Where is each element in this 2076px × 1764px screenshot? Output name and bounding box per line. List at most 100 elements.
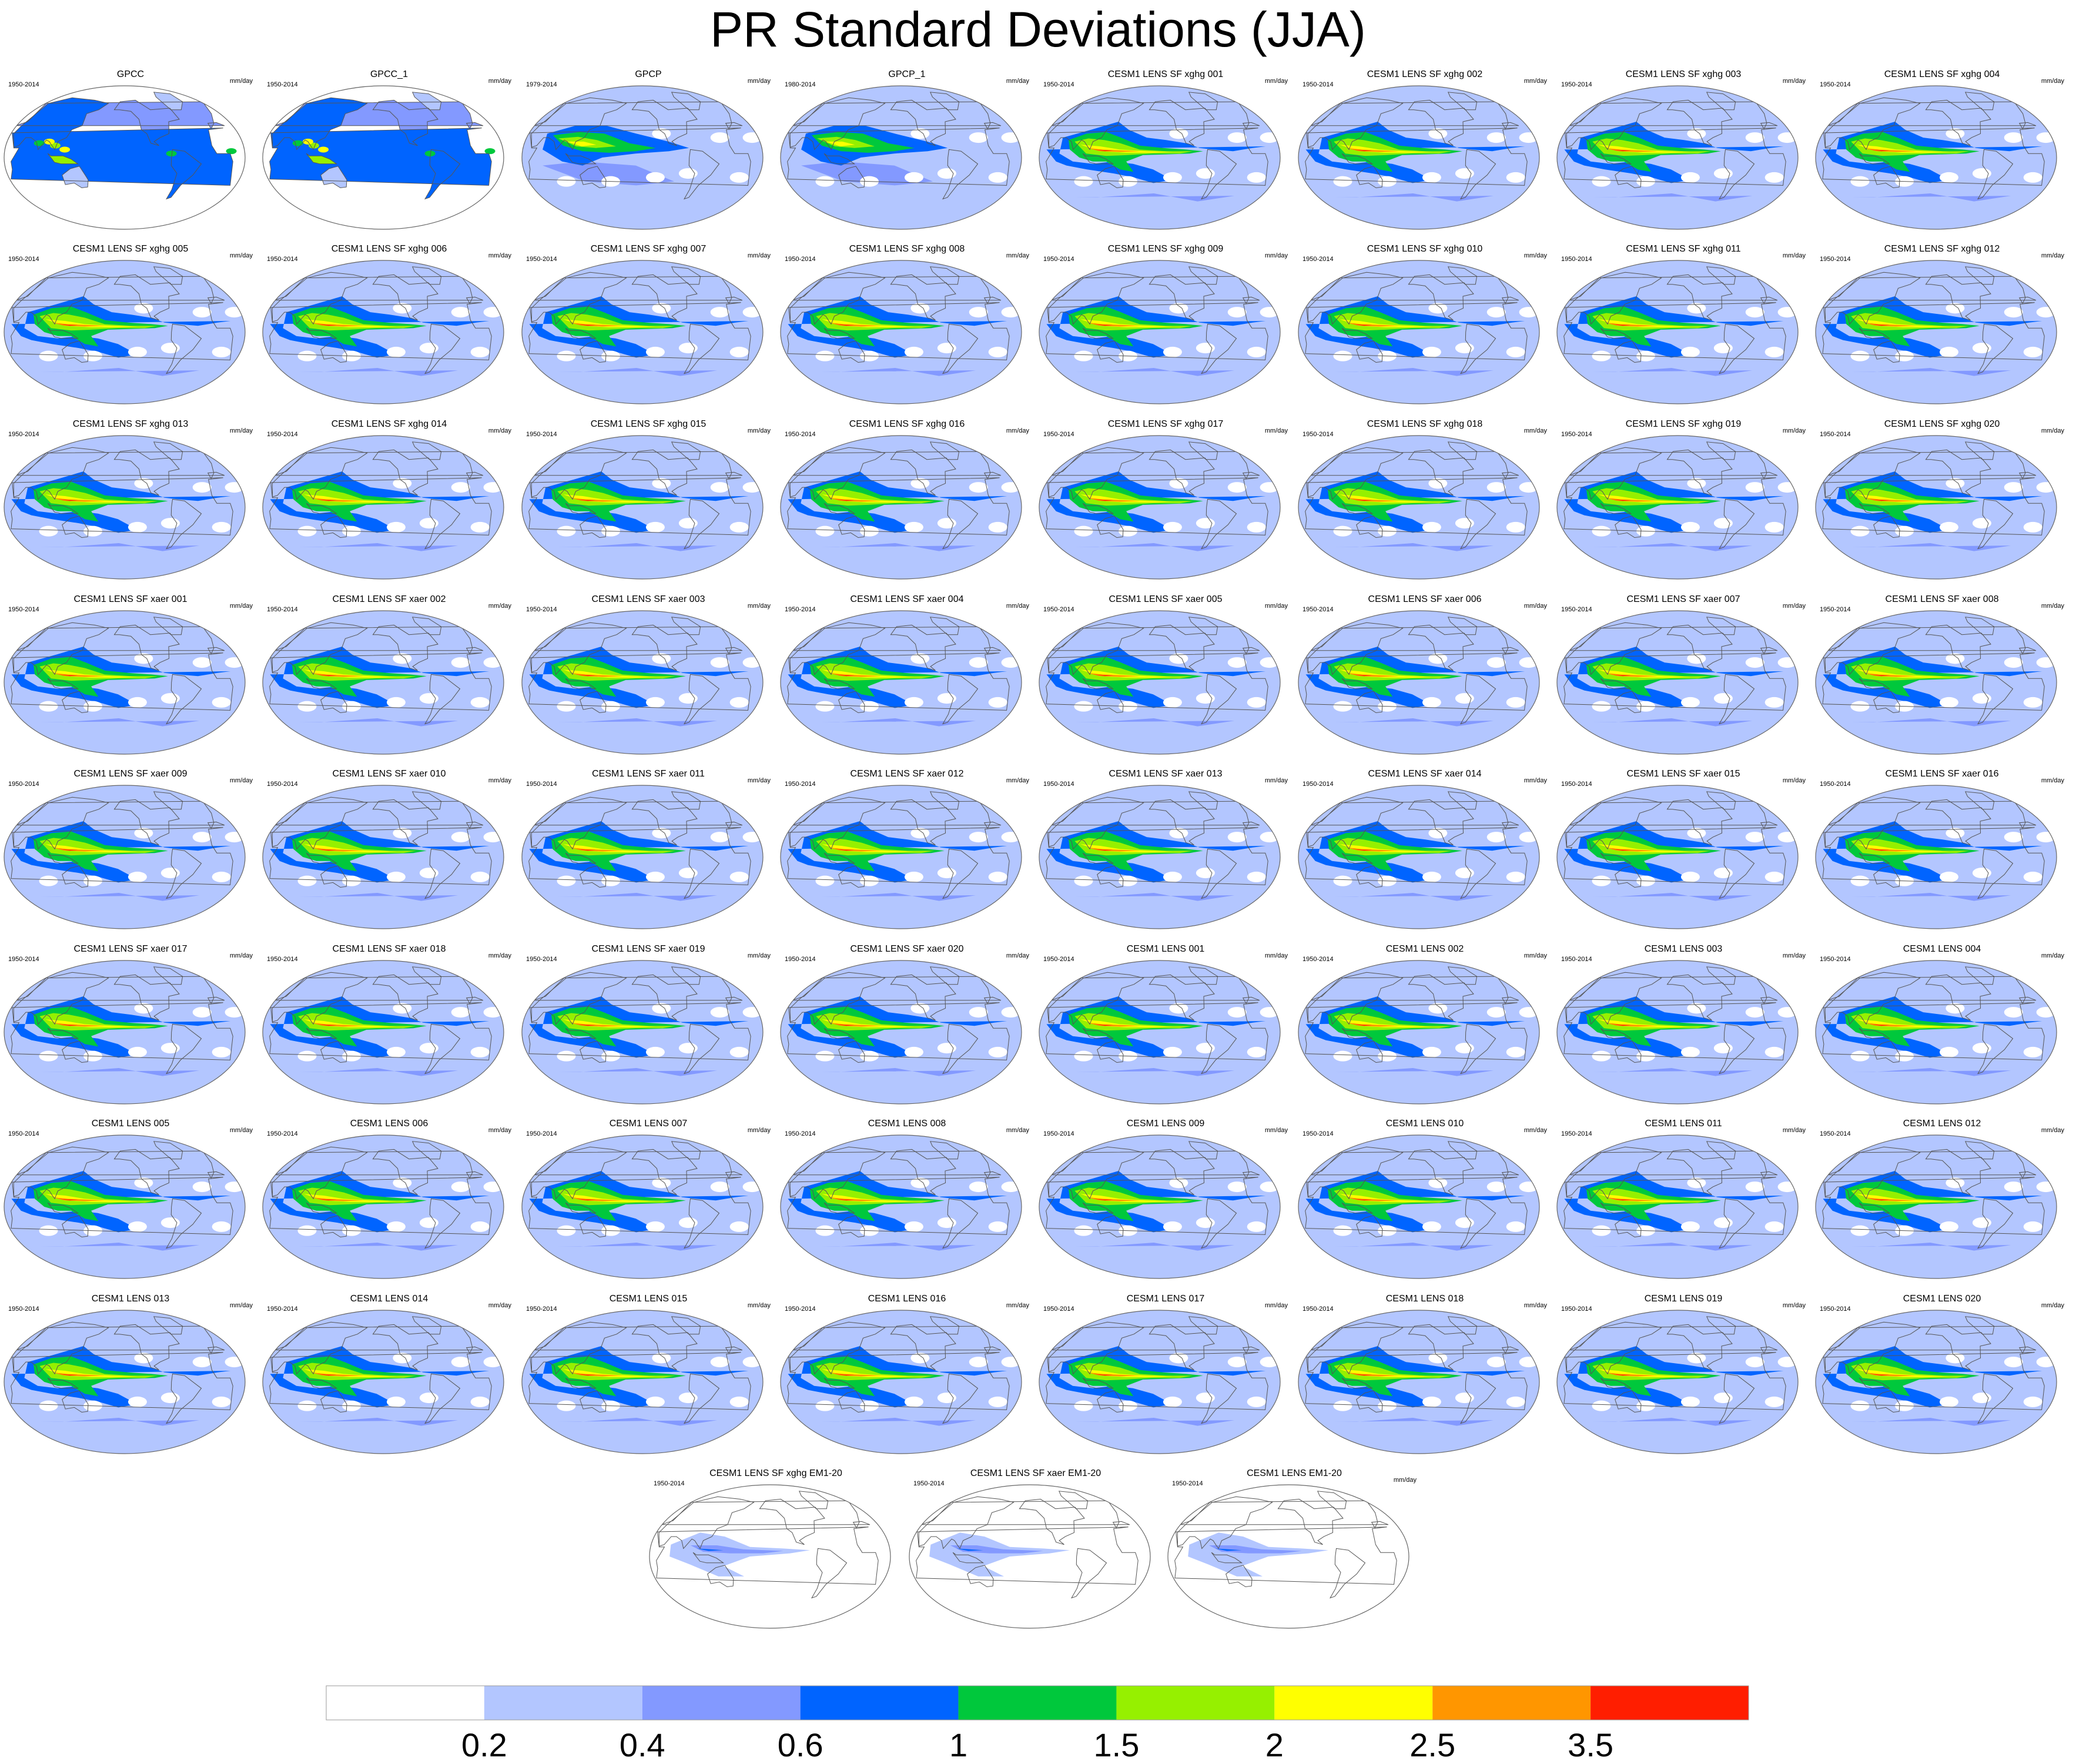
coastline-greenland (153, 266, 183, 285)
panel-period: 1950-2014 (8, 606, 39, 613)
dry-zone (969, 482, 988, 493)
panel-title: CESM1 LENS SF xaer 017 (73, 944, 187, 954)
dry-zone (1745, 1181, 1764, 1193)
dry-zone (1519, 132, 1538, 143)
map-field (263, 611, 504, 754)
dry-zone (557, 1400, 576, 1411)
panel-units: mm/day (1782, 1127, 1806, 1134)
panel-period: 1950-2014 (1561, 606, 1592, 613)
panel-period: 1950-2014 (1172, 1480, 1203, 1487)
panel-units: mm/day (1006, 1302, 1029, 1309)
map-background (522, 611, 763, 754)
contour-band-2 (1334, 1418, 1494, 1426)
map-field (649, 1485, 890, 1628)
coastline-indonesia (1859, 1202, 1891, 1214)
coastline-europe (274, 976, 484, 1005)
map-field (1816, 260, 2057, 404)
coastline-indonesia (565, 153, 597, 165)
contour-band-2 (39, 1068, 200, 1076)
contour-band-7 (51, 672, 105, 677)
dry-zone (134, 478, 153, 489)
dry-zone (1422, 1396, 1441, 1407)
dry-zone (393, 303, 412, 314)
coastline-indonesia (1082, 327, 1114, 339)
coastline-australia (1097, 1215, 1124, 1238)
coastline-asia (531, 1321, 627, 1375)
panel-period: 1950-2014 (1043, 606, 1074, 613)
dry-zone (645, 172, 665, 183)
dry-zone (1247, 871, 1266, 882)
coastline-australia (1615, 691, 1642, 714)
contour-band-1 (669, 1532, 811, 1576)
contour-band-5 (39, 488, 158, 506)
dry-zone (1777, 307, 1797, 318)
contour-band-7 (569, 1372, 622, 1377)
contour-band-1 (1188, 1532, 1329, 1576)
contour-band-8 (834, 1374, 855, 1376)
panel-title: CESM1 LENS SF xaer 011 (592, 769, 705, 779)
dry-zone (904, 1046, 923, 1057)
coastline-greenland (1447, 1316, 1478, 1335)
dry-zone (1227, 832, 1247, 843)
coastline-africa (1822, 128, 2045, 186)
map-background (522, 260, 763, 404)
panel-units: mm/day (1782, 427, 1806, 434)
contour-band-5 (298, 663, 417, 681)
coastline-indonesia (823, 1377, 856, 1389)
panel-units: mm/day (1006, 252, 1029, 259)
panel-units: mm/day (1264, 1302, 1288, 1309)
contour-band-5 (1592, 663, 1711, 681)
panel-units: mm/day (1782, 1302, 1806, 1309)
map-background (1039, 960, 1280, 1104)
dry-zone (1946, 1177, 1965, 1189)
coastline-europe (1050, 1150, 1260, 1179)
coastline-europe (1050, 451, 1260, 480)
dry-zone (988, 871, 1007, 882)
coastline-asia (1307, 1146, 1404, 1200)
map-field (1557, 611, 1798, 754)
dry-zone (192, 832, 212, 843)
dry-zone (1333, 1050, 1352, 1062)
panel-units: mm/day (1006, 602, 1029, 610)
contour-band-5 (39, 663, 158, 681)
map-plot (1039, 610, 1281, 755)
dry-zone (1227, 1007, 1247, 1018)
contour-band-7 (51, 1372, 105, 1377)
map-plot (4, 1134, 246, 1279)
panel-units: mm/day (1782, 777, 1806, 784)
dry-zone (1486, 307, 1506, 318)
dry-zone (729, 1396, 749, 1407)
coastline-asia (531, 622, 627, 675)
dry-zone (910, 1003, 930, 1014)
coastline-indonesia (47, 852, 79, 864)
coastline-asia (1566, 1321, 1662, 1375)
map-panel: CESM1 LENS 013 1950-2014 mm/day (1, 1292, 260, 1468)
contour-band-8 (1093, 499, 1113, 501)
map-background (1557, 1135, 1798, 1278)
map-background (1816, 436, 2057, 579)
coastline-asia (1307, 796, 1404, 850)
contour-band-7 (1086, 1022, 1140, 1027)
map-plot (521, 785, 764, 929)
map-frame (1556, 1134, 1799, 1279)
coastline-north-america (631, 449, 698, 496)
map-field (522, 86, 763, 229)
coastline-africa (528, 477, 751, 535)
coastline-indonesia (306, 153, 338, 165)
panel-period: 1950-2014 (1043, 431, 1074, 438)
dry-zone (1163, 697, 1182, 708)
dry-zone (1247, 697, 1266, 708)
land-hotspot (226, 148, 237, 155)
panel-units: mm/day (2041, 777, 2064, 784)
dry-zone (393, 478, 412, 489)
contour-band-8 (834, 1024, 855, 1026)
dry-zone (1745, 132, 1764, 143)
dry-zone (2036, 1357, 2055, 1368)
coastline-europe (1310, 976, 1519, 1005)
coastline-greenland (1964, 1316, 1995, 1335)
coastline-europe (274, 101, 484, 130)
contour-band-1 (929, 1532, 1070, 1576)
coastline-europe (1310, 276, 1519, 304)
coastline-greenland (1706, 266, 1736, 285)
dry-zone (212, 1046, 231, 1057)
